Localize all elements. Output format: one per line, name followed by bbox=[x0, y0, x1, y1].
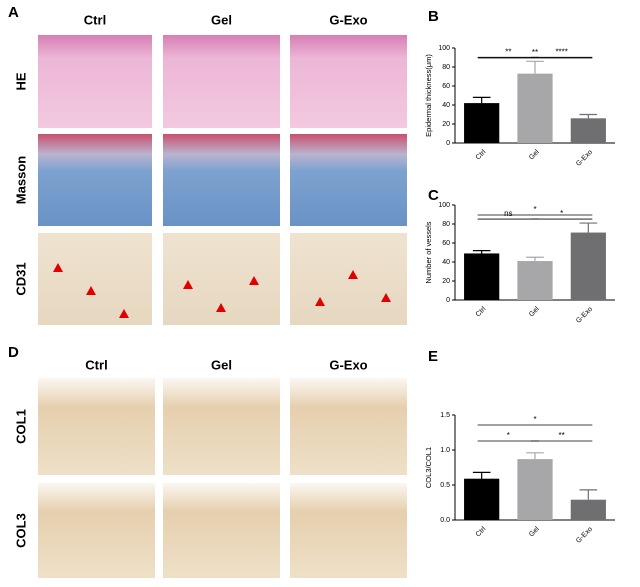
significance-label: * bbox=[533, 415, 536, 424]
micrographs bbox=[38, 35, 407, 578]
column-header: G-Exo bbox=[329, 12, 367, 27]
arrowhead bbox=[86, 286, 96, 295]
significance-label: ** bbox=[532, 48, 538, 57]
x-tick-label: Ctrl bbox=[475, 305, 488, 318]
significance-label: ** bbox=[505, 47, 511, 56]
y-tick-label: 0 bbox=[446, 140, 450, 147]
micrograph bbox=[290, 378, 407, 475]
x-tick-label: Ctrl bbox=[475, 148, 488, 161]
arrowhead bbox=[53, 263, 63, 272]
arrowhead bbox=[348, 270, 358, 279]
bar bbox=[517, 459, 553, 520]
error-bar bbox=[579, 222, 598, 233]
micrograph bbox=[290, 134, 407, 226]
micrograph bbox=[163, 35, 280, 128]
x-tick-label: G-Exo bbox=[575, 149, 594, 168]
row-header: COL1 bbox=[13, 409, 28, 444]
bar bbox=[464, 253, 500, 300]
y-tick-label: 60 bbox=[442, 83, 450, 90]
y-tick-label: 1.0 bbox=[440, 447, 450, 454]
error-bar bbox=[472, 471, 491, 479]
error-bar bbox=[579, 113, 598, 119]
arrowhead bbox=[183, 280, 193, 289]
micrograph bbox=[38, 483, 155, 578]
y-tick-label: 0.0 bbox=[440, 517, 450, 524]
micrograph bbox=[163, 378, 280, 475]
y-tick-label: 20 bbox=[442, 278, 450, 285]
significance-label: ns bbox=[504, 209, 512, 218]
arrowhead bbox=[216, 303, 226, 312]
significance-label: * bbox=[560, 209, 563, 218]
bar bbox=[517, 261, 553, 300]
x-tick-label: G-Exo bbox=[575, 526, 594, 545]
bar bbox=[517, 73, 553, 143]
y-axis-label: Epidermal thickness(μm) bbox=[424, 54, 433, 137]
error-bar bbox=[472, 96, 491, 104]
y-tick-label: 40 bbox=[442, 259, 450, 266]
panel-label: C bbox=[428, 187, 439, 204]
x-tick-label: Ctrl bbox=[475, 525, 488, 538]
y-tick-label: 60 bbox=[442, 240, 450, 247]
y-tick-label: 20 bbox=[442, 121, 450, 128]
y-tick-label: 100 bbox=[438, 202, 450, 209]
y-axis-label: Number of vessels bbox=[424, 221, 433, 283]
column-header: Ctrl bbox=[85, 357, 107, 372]
arrowhead bbox=[381, 293, 391, 302]
significance-label: * bbox=[507, 431, 510, 440]
x-tick-label: Gel bbox=[528, 525, 541, 538]
error-bar bbox=[526, 256, 544, 262]
x-tick-label: Gel bbox=[528, 305, 541, 318]
arrowhead bbox=[119, 309, 129, 318]
error-bar bbox=[526, 60, 544, 74]
panel-label: D bbox=[8, 344, 19, 361]
micrograph bbox=[290, 483, 407, 578]
error-bar bbox=[579, 489, 598, 500]
micrograph bbox=[163, 483, 280, 578]
row-header: Masson bbox=[13, 156, 28, 204]
panel-label: A bbox=[8, 4, 19, 21]
row-header: HE bbox=[13, 72, 28, 90]
micrograph bbox=[38, 378, 155, 475]
y-axis-label: COL3/COL1 bbox=[424, 447, 433, 488]
row-header: COL3 bbox=[13, 513, 28, 548]
bar bbox=[570, 499, 606, 520]
y-tick-label: 0 bbox=[446, 297, 450, 304]
panel-label: B bbox=[428, 8, 439, 25]
micrograph bbox=[38, 233, 152, 325]
panel-label: E bbox=[428, 348, 438, 365]
bar bbox=[464, 478, 500, 520]
row-header: CD31 bbox=[13, 262, 28, 295]
y-tick-label: 40 bbox=[442, 102, 450, 109]
bar bbox=[570, 232, 606, 300]
x-tick-label: Gel bbox=[528, 148, 541, 161]
error-bar bbox=[472, 250, 491, 254]
y-tick-label: 100 bbox=[438, 45, 450, 52]
bar bbox=[464, 103, 500, 143]
micrograph bbox=[163, 134, 280, 226]
y-tick-label: 80 bbox=[442, 64, 450, 71]
column-header: Gel bbox=[211, 357, 232, 372]
significance-label: ** bbox=[559, 431, 565, 440]
column-header: G-Exo bbox=[329, 357, 367, 372]
significance-label: **** bbox=[555, 47, 567, 56]
arrowhead bbox=[249, 276, 259, 285]
y-tick-label: 0.5 bbox=[440, 482, 450, 489]
significance-label: * bbox=[533, 205, 536, 214]
bar bbox=[570, 118, 606, 143]
y-tick-label: 1.5 bbox=[440, 412, 450, 419]
micrograph bbox=[290, 35, 407, 128]
micrograph bbox=[38, 35, 152, 128]
y-tick-label: 80 bbox=[442, 221, 450, 228]
error-bar bbox=[526, 452, 544, 460]
arrowhead bbox=[315, 297, 325, 306]
column-header: Ctrl bbox=[84, 12, 106, 27]
column-header: Gel bbox=[211, 12, 232, 27]
x-tick-label: G-Exo bbox=[575, 306, 594, 325]
micrograph bbox=[38, 134, 152, 226]
